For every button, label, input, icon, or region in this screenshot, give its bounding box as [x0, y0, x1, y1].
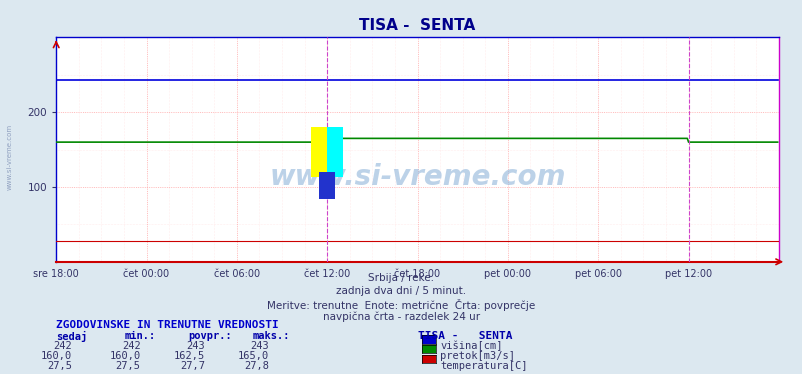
Text: 162,5: 162,5: [173, 351, 205, 361]
Text: višina[cm]: višina[cm]: [439, 341, 502, 352]
Text: navpična črta - razdelek 24 ur: navpična črta - razdelek 24 ur: [322, 311, 480, 322]
Text: min.:: min.:: [124, 331, 156, 341]
Text: 243: 243: [186, 341, 205, 351]
Text: 165,0: 165,0: [237, 351, 269, 361]
Text: 27,5: 27,5: [47, 361, 72, 371]
Text: Srbija / reke.: Srbija / reke.: [368, 273, 434, 283]
Bar: [311, 127, 327, 177]
Text: zadnja dva dni / 5 minut.: zadnja dva dni / 5 minut.: [336, 286, 466, 296]
Text: 242: 242: [54, 341, 72, 351]
Bar: [319, 172, 334, 199]
Text: www.si-vreme.com: www.si-vreme.com: [6, 124, 13, 190]
Text: 243: 243: [250, 341, 269, 351]
Text: 160,0: 160,0: [109, 351, 140, 361]
Text: povpr.:: povpr.:: [188, 331, 232, 341]
Text: pretok[m3/s]: pretok[m3/s]: [439, 351, 514, 361]
Text: ZGODOVINSKE IN TRENUTNE VREDNOSTI: ZGODOVINSKE IN TRENUTNE VREDNOSTI: [56, 320, 278, 330]
Text: 242: 242: [122, 341, 140, 351]
Text: 27,5: 27,5: [115, 361, 140, 371]
Text: Meritve: trenutne  Enote: metrične  Črta: povprečje: Meritve: trenutne Enote: metrične Črta: …: [267, 299, 535, 311]
Text: 27,8: 27,8: [244, 361, 269, 371]
Bar: [327, 127, 342, 177]
Text: temperatura[C]: temperatura[C]: [439, 361, 527, 371]
Text: www.si-vreme.com: www.si-vreme.com: [269, 163, 565, 190]
Text: 160,0: 160,0: [41, 351, 72, 361]
Text: 27,7: 27,7: [180, 361, 205, 371]
Text: TISA -   SENTA: TISA - SENTA: [417, 331, 512, 341]
Title: TISA -  SENTA: TISA - SENTA: [359, 18, 475, 33]
Text: maks.:: maks.:: [253, 331, 290, 341]
Text: sedaj: sedaj: [56, 331, 87, 342]
